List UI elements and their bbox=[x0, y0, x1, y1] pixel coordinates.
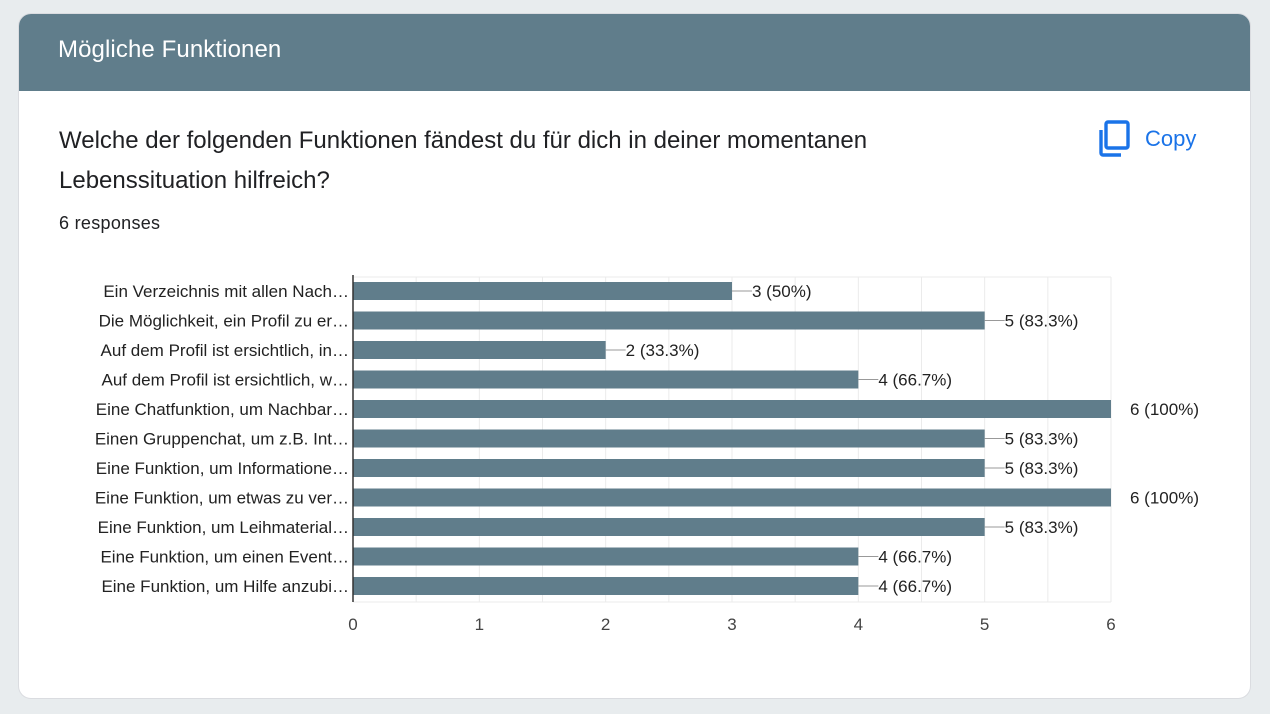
x-tick-label: 0 bbox=[348, 615, 357, 634]
category-label: Eine Funktion, um Hilfe anzubi… bbox=[101, 577, 349, 596]
data-label: 5 (83.3%) bbox=[1005, 312, 1079, 331]
data-label: 4 (66.7%) bbox=[878, 548, 952, 567]
section-title: Mögliche Funktionen bbox=[58, 36, 282, 63]
copy-label: Copy bbox=[1145, 126, 1197, 151]
data-label: 4 (66.7%) bbox=[878, 577, 952, 596]
bar bbox=[353, 400, 1111, 418]
x-tick-label: 5 bbox=[980, 615, 989, 634]
x-tick-label: 2 bbox=[601, 615, 610, 634]
response-count: 6 responses bbox=[59, 213, 161, 233]
x-tick-label: 3 bbox=[727, 615, 736, 634]
data-label: 6 (100%) bbox=[1130, 400, 1199, 419]
x-tick-label: 1 bbox=[475, 615, 484, 634]
data-label: 5 (83.3%) bbox=[1005, 459, 1079, 478]
x-tick-label: 4 bbox=[854, 615, 863, 634]
category-label: Die Möglichkeit, ein Profil zu er… bbox=[99, 312, 349, 331]
data-label: 6 (100%) bbox=[1130, 489, 1199, 508]
bar bbox=[353, 577, 859, 595]
x-tick-label: 6 bbox=[1106, 615, 1115, 634]
data-label: 2 (33.3%) bbox=[626, 341, 700, 360]
bar-chart: 3 (50%) Ein Verzeichnis mit allen Nach… 5 … bbox=[95, 275, 1199, 634]
bar bbox=[353, 518, 985, 536]
category-label: Eine Chatfunktion, um Nachbar… bbox=[96, 400, 349, 419]
bar bbox=[353, 370, 859, 389]
bar bbox=[353, 311, 985, 330]
category-label: Eine Funktion, um etwas zu ver… bbox=[95, 489, 349, 508]
category-label: Auf dem Profil ist ersichtlich, w… bbox=[101, 371, 349, 390]
category-label: Auf dem Profil ist ersichtlich, in… bbox=[101, 341, 349, 360]
bar bbox=[353, 282, 732, 300]
bar bbox=[353, 547, 859, 566]
bar bbox=[353, 429, 985, 448]
question-card: Mögliche Funktionen Welche der folgenden… bbox=[19, 14, 1250, 698]
category-label: Ein Verzeichnis mit allen Nach… bbox=[103, 282, 349, 301]
bar bbox=[353, 459, 985, 477]
question-title: Welche der folgenden Funktionen fändest … bbox=[59, 127, 868, 194]
data-label: 5 (83.3%) bbox=[1005, 518, 1079, 537]
section-header: Mögliche Funktionen bbox=[19, 14, 1250, 91]
category-label: Eine Funktion, um Informatione… bbox=[96, 459, 349, 478]
category-label: Eine Funktion, um einen Event… bbox=[100, 548, 349, 567]
copy-icon bbox=[1099, 120, 1130, 157]
bar bbox=[353, 341, 606, 359]
data-label: 4 (66.7%) bbox=[878, 371, 952, 390]
copy-button[interactable]: Copy bbox=[1097, 119, 1196, 159]
category-label: Eine Funktion, um Leihmaterial… bbox=[98, 518, 349, 537]
data-label: 5 (83.3%) bbox=[1005, 430, 1079, 449]
category-label: Einen Gruppenchat, um z.B. Int… bbox=[95, 430, 349, 449]
bar bbox=[353, 488, 1111, 507]
data-label: 3 (50%) bbox=[752, 282, 812, 301]
